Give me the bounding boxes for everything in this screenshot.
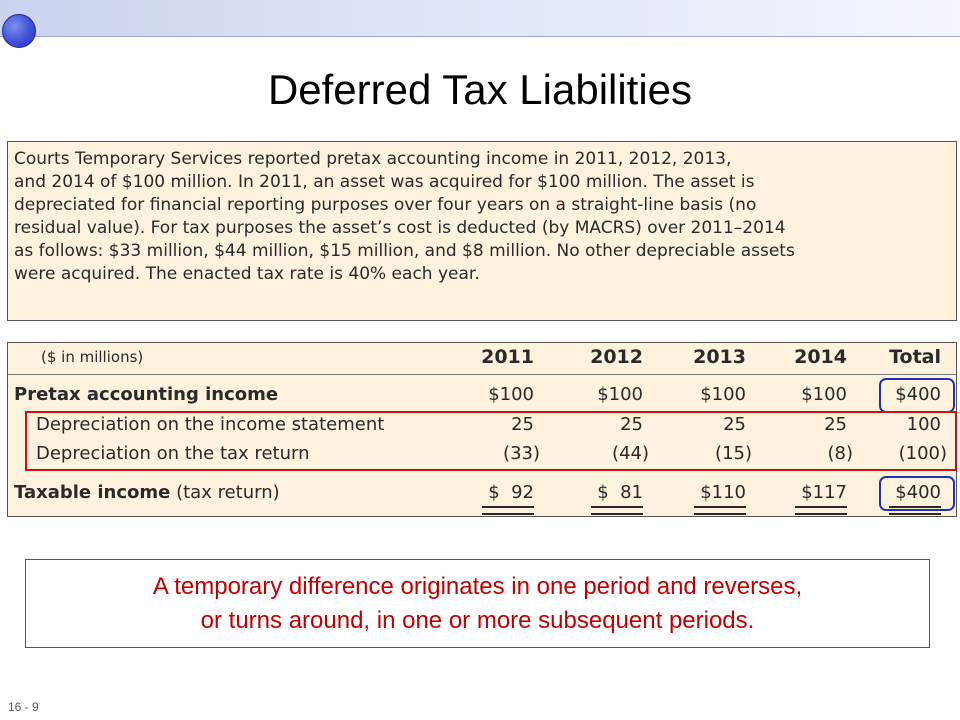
header-rule xyxy=(8,374,956,375)
top-banner xyxy=(0,0,960,37)
problem-line: residual value). For tax purposes the as… xyxy=(14,218,786,238)
note-line: or turns around, in one or more subseque… xyxy=(200,606,755,634)
table-cell: $100 xyxy=(488,384,534,405)
table-cell: $117 xyxy=(801,482,847,503)
total-taxable-highlight xyxy=(879,476,955,511)
problem-line: and 2014 of $100 million. In 2011, an as… xyxy=(14,172,755,192)
column-header-2014: 2014 xyxy=(794,346,847,368)
column-header-2013: 2013 xyxy=(693,346,746,368)
problem-line: were acquired. The enacted tax rate is 4… xyxy=(14,264,480,284)
table-cell: $110 xyxy=(700,482,746,503)
table-cell: (44) xyxy=(612,443,649,464)
double-underline xyxy=(795,506,847,515)
row-label-tax-depreciation: Depreciation on the tax return xyxy=(36,443,310,464)
table-cell: 25 xyxy=(620,414,643,435)
table-cell: 25 xyxy=(723,414,746,435)
table-cell: (100) xyxy=(898,443,947,464)
depreciation-rows-highlight xyxy=(25,411,957,471)
unit-label: ($ in millions) xyxy=(41,348,144,366)
problem-line: as follows: $33 million, $44 million, $1… xyxy=(14,241,795,261)
taxable-income-suffix: (tax return) xyxy=(170,482,280,503)
double-underline xyxy=(591,506,643,515)
table-cell: $400 xyxy=(895,482,941,503)
column-header-2011: 2011 xyxy=(481,346,534,368)
column-header-total: Total xyxy=(889,346,941,368)
table-cell: $100 xyxy=(597,384,643,405)
taxable-income-label: Taxable income xyxy=(14,482,171,503)
table-cell: 25 xyxy=(511,414,534,435)
table-cell: 100 xyxy=(906,414,941,435)
table-cell: (8) xyxy=(827,443,854,464)
column-header-2012: 2012 xyxy=(590,346,643,368)
double-underline xyxy=(889,506,941,515)
double-underline xyxy=(694,506,746,515)
problem-line: Courts Temporary Services reported preta… xyxy=(14,149,732,169)
table-cell: $ 92 xyxy=(488,482,534,503)
row-label-pretax-income: Pretax accounting income xyxy=(14,384,279,405)
total-pretax-highlight xyxy=(879,378,955,413)
double-underline xyxy=(482,506,534,515)
table-cell: $100 xyxy=(801,384,847,405)
table-cell: (15) xyxy=(715,443,752,464)
table-cell: 25 xyxy=(824,414,847,435)
table-cell: $400 xyxy=(895,384,941,405)
temporary-difference-note: A temporary difference originates in one… xyxy=(25,559,930,648)
note-line: A temporary difference originates in one… xyxy=(152,572,803,600)
table-cell: $ 81 xyxy=(597,482,643,503)
row-label-taxable-income: Taxable income (tax return) xyxy=(14,482,280,503)
problem-line: depreciated for financial reporting purp… xyxy=(14,195,757,215)
income-table: ($ in millions) 2011 2012 2013 2014 Tota… xyxy=(7,342,957,517)
table-cell: $100 xyxy=(700,384,746,405)
page-number: 16 - 9 xyxy=(8,700,39,714)
table-cell: (33) xyxy=(503,443,540,464)
banner-circle-ornament xyxy=(2,14,36,48)
slide-title: Deferred Tax Liabilities xyxy=(267,66,693,113)
row-label-book-depreciation: Depreciation on the income statement xyxy=(36,414,385,435)
problem-statement: Courts Temporary Services reported preta… xyxy=(7,141,957,321)
